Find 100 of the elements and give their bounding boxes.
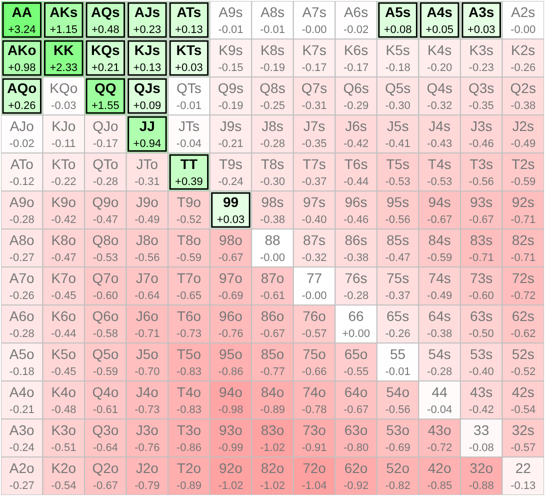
annotation: 76s [344,270,368,286]
data-label: -0.42 [51,214,76,226]
data-label: -0.17 [302,62,327,74]
annotation: J7o [136,270,159,286]
annotation: QJo [92,118,118,134]
data-label: -0.28 [427,366,452,378]
annotation: JTo [136,156,158,172]
annotation: Q6s [343,80,369,96]
annotation: J9s [220,118,242,134]
annotation: Q3s [468,80,494,96]
annotation: A8s [260,4,285,20]
annotation: 82o [260,460,284,476]
data-label: -0.56 [385,214,410,226]
data-label: -0.76 [218,328,244,340]
data-label: -0.17 [344,62,369,74]
data-label: -0.55 [344,366,369,378]
data-label: -0.49 [134,214,160,226]
data-label: -0.71 [510,252,536,264]
annotation: A5o [9,346,35,362]
data-label: -0.31 [134,176,160,188]
data-label: -1.04 [302,480,327,492]
annotation: T8s [260,156,284,172]
data-label: -0.02 [344,24,369,36]
annotation: AA [12,4,32,20]
annotation: 32o [470,460,494,476]
annotation: T7s [302,156,326,172]
data-label: -0.37 [385,290,410,302]
data-label: -0.60 [468,290,494,302]
data-label: -0.83 [176,404,202,416]
data-label: -0.56 [385,404,410,416]
data-label: -0.70 [134,366,160,378]
annotation: 92o [219,460,243,476]
annotation: K9s [218,42,243,58]
data-label: -0.38 [260,214,286,226]
data-label: -0.40 [468,366,494,378]
data-label: -0.25 [260,100,286,112]
annotation: K8o [51,232,76,248]
annotation: 88 [264,232,280,248]
data-label: -0.21 [218,138,244,150]
data-label: +1.15 [50,24,78,36]
data-label: -0.43 [427,138,452,150]
data-label: -0.50 [468,328,494,340]
annotation: KJs [134,42,160,58]
data-label: -0.83 [176,366,202,378]
annotation: AJo [10,118,34,134]
annotation: J4s [428,118,450,134]
data-label: -0.67 [260,328,286,340]
annotation: 42s [512,384,534,400]
data-label: -0.01 [385,366,410,378]
annotation: 82s [512,232,534,248]
data-label: -0.00 [510,24,536,36]
annotation: AJs [134,4,160,20]
data-label: +0.03 [175,62,203,74]
data-label: -0.53 [427,176,452,188]
annotation: 97o [219,270,243,286]
data-label: -0.69 [218,290,244,302]
annotation: T3s [470,156,494,172]
data-label: -0.26 [510,62,536,74]
data-label: -0.61 [260,290,286,302]
annotation: 43o [428,422,452,438]
data-label: -0.48 [51,404,76,416]
annotation: Q8s [260,80,286,96]
annotation: 43s [470,384,493,400]
data-label: -0.67 [468,214,494,226]
data-label: +0.39 [175,176,203,188]
data-label: -0.41 [385,138,410,150]
data-label: -0.52 [176,214,202,226]
annotation: 83s [470,232,493,248]
data-label: -0.85 [427,480,452,492]
annotation: AQo [7,80,37,96]
annotation: A6o [9,308,35,324]
annotation: 99 [222,194,239,210]
data-label: +0.03 [467,24,496,36]
data-label: -0.19 [260,62,286,74]
data-label: -0.35 [302,138,327,150]
data-label: -0.77 [260,366,286,378]
annotation: 44 [432,384,448,400]
data-label: -0.99 [218,442,244,454]
annotation: T6s [344,156,368,172]
annotation: J5o [136,346,159,362]
data-label: -0.11 [52,138,76,150]
data-label: -0.89 [176,480,202,492]
annotation: JJ [139,118,155,134]
data-label: -0.79 [134,480,160,492]
data-label: -0.66 [302,366,327,378]
data-label: -1.02 [218,480,244,492]
annotation: 86o [260,308,284,324]
annotation: Q3o [92,422,119,438]
data-label: -0.32 [302,252,327,264]
annotation: Q9s [218,80,244,96]
data-label: +0.05 [426,24,454,36]
annotation: 98s [261,194,284,210]
annotation: A5s [384,4,411,20]
data-label: -0.64 [134,290,160,302]
annotation: ATo [10,156,34,172]
annotation: 83o [260,422,284,438]
data-label: -0.67 [218,252,244,264]
annotation: A4s [426,4,453,20]
data-label: -0.49 [427,290,452,302]
data-label: -0.92 [344,480,369,492]
